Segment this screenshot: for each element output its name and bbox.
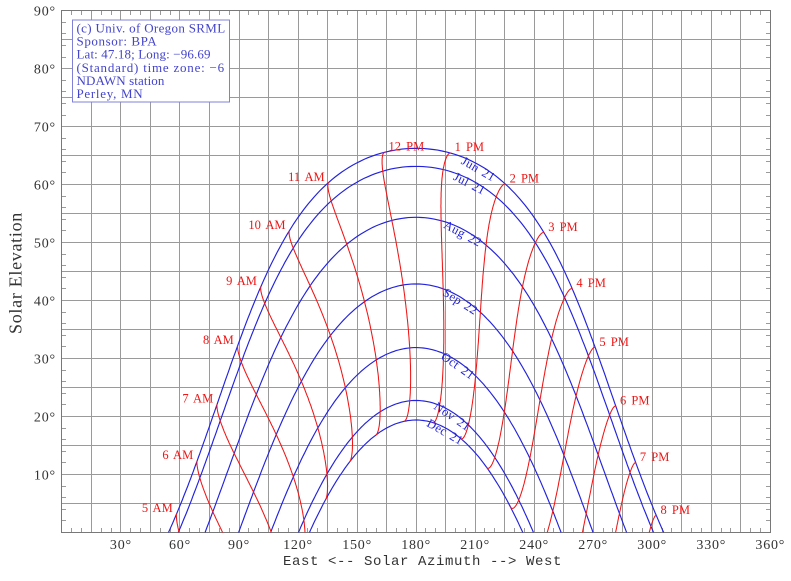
svg-text:12 PM: 12 PM [389, 139, 425, 153]
svg-text:6 PM: 6 PM [620, 394, 649, 408]
svg-text:60°: 60° [169, 538, 191, 553]
svg-text:4 PM: 4 PM [576, 276, 605, 290]
svg-text:150°: 150° [342, 538, 372, 553]
svg-text:330°: 330° [696, 538, 726, 553]
svg-text:30°: 30° [110, 538, 132, 553]
svg-text:7 AM: 7 AM [182, 392, 213, 406]
svg-text:(Standard) time zone: −6: (Standard) time zone: −6 [77, 60, 225, 75]
svg-text:Perley, MN: Perley, MN [77, 86, 144, 101]
svg-text:40°: 40° [34, 295, 56, 310]
svg-text:NDAWN station: NDAWN station [77, 73, 165, 88]
svg-text:7 PM: 7 PM [640, 450, 669, 464]
svg-text:8 PM: 8 PM [661, 503, 690, 517]
svg-text:120°: 120° [283, 538, 313, 553]
svg-text:210°: 210° [460, 538, 490, 553]
svg-text:240°: 240° [519, 538, 549, 553]
svg-text:80°: 80° [34, 63, 56, 78]
svg-text:270°: 270° [578, 538, 608, 553]
svg-text:20°: 20° [34, 411, 56, 426]
svg-text:60°: 60° [34, 179, 56, 194]
svg-text:10 AM: 10 AM [248, 218, 285, 232]
svg-text:50°: 50° [34, 237, 56, 252]
svg-text:5 PM: 5 PM [599, 335, 628, 349]
svg-text:180°: 180° [401, 538, 431, 553]
svg-text:70°: 70° [34, 121, 56, 136]
svg-text:6 AM: 6 AM [162, 448, 193, 462]
svg-text:30°: 30° [34, 353, 56, 368]
svg-text:East <-- Solar Azimuth --> Wes: East <-- Solar Azimuth --> West [283, 554, 562, 570]
svg-text:Sponsor: BPA: Sponsor: BPA [77, 34, 158, 49]
svg-text:5 AM: 5 AM [142, 501, 173, 515]
svg-text:9 AM: 9 AM [226, 274, 257, 288]
svg-text:3 PM: 3 PM [548, 220, 577, 234]
svg-text:(c) Univ. of Oregon SRML: (c) Univ. of Oregon SRML [77, 21, 226, 36]
svg-text:Lat: 47.18; Long: −96.69: Lat: 47.18; Long: −96.69 [77, 47, 211, 62]
svg-text:10°: 10° [34, 468, 56, 483]
svg-text:360°: 360° [755, 538, 785, 553]
svg-text:300°: 300° [637, 538, 667, 553]
svg-text:1 PM: 1 PM [455, 140, 484, 154]
svg-text:Solar Elevation: Solar Elevation [6, 212, 26, 334]
svg-text:2 PM: 2 PM [510, 171, 539, 185]
svg-text:90°: 90° [34, 5, 56, 20]
svg-text:8 AM: 8 AM [203, 333, 234, 347]
svg-text:11 AM: 11 AM [288, 170, 325, 184]
svg-text:90°: 90° [228, 538, 250, 553]
